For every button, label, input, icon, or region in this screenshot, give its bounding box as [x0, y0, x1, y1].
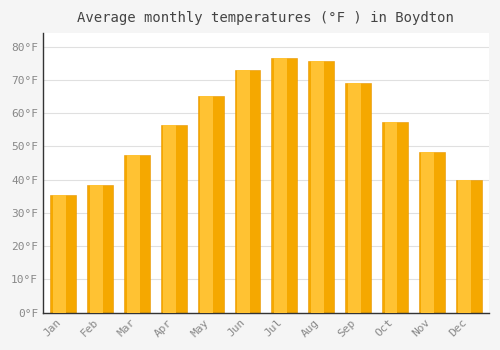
Bar — [348, 83, 360, 313]
Bar — [200, 96, 213, 313]
Bar — [456, 180, 481, 313]
Bar — [458, 180, 471, 313]
Bar — [422, 152, 434, 313]
Bar — [198, 96, 224, 313]
Bar — [87, 184, 113, 313]
Bar — [164, 125, 176, 313]
Title: Average monthly temperatures (°F ) in Boydton: Average monthly temperatures (°F ) in Bo… — [78, 11, 454, 25]
Bar — [272, 58, 297, 313]
Bar — [50, 195, 76, 313]
Bar — [161, 125, 186, 313]
Bar — [345, 83, 371, 313]
Bar — [53, 195, 66, 313]
Bar — [237, 70, 250, 313]
Bar — [90, 184, 102, 313]
Bar — [234, 70, 260, 313]
Bar — [311, 62, 324, 313]
Bar — [274, 58, 287, 313]
Bar — [419, 152, 444, 313]
Bar — [384, 122, 398, 313]
Bar — [382, 122, 408, 313]
Bar — [124, 155, 150, 313]
Bar — [126, 155, 140, 313]
Bar — [308, 62, 334, 313]
